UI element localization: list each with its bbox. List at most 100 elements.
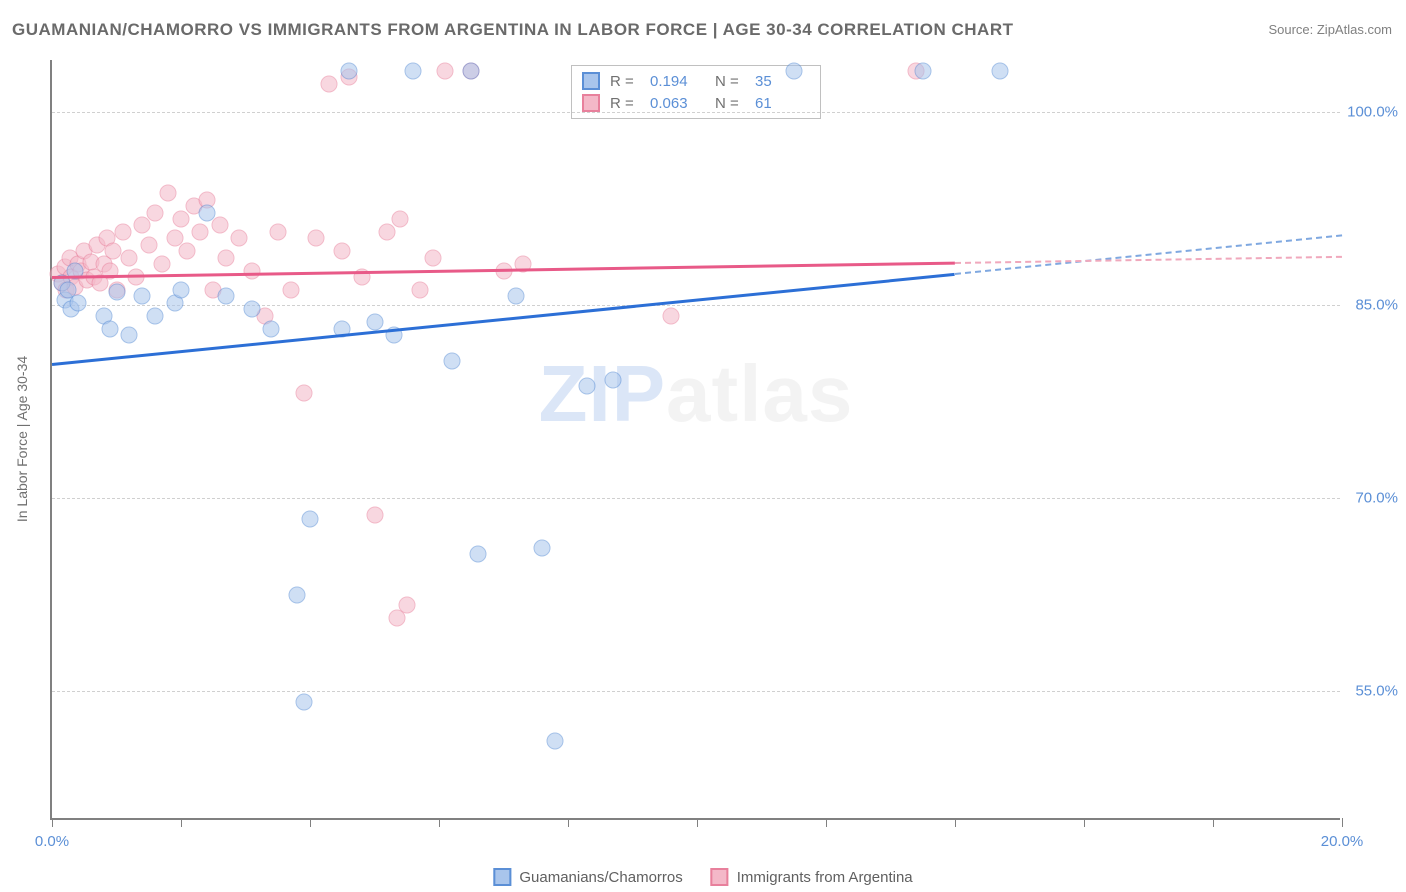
scatter-point bbox=[463, 62, 480, 79]
scatter-point bbox=[289, 587, 306, 604]
watermark-zip: ZIP bbox=[539, 349, 666, 438]
scatter-point bbox=[663, 307, 680, 324]
scatter-point bbox=[437, 62, 454, 79]
scatter-point bbox=[269, 223, 286, 240]
n-label: N = bbox=[715, 73, 745, 90]
scatter-point bbox=[105, 243, 122, 260]
xtick bbox=[568, 818, 569, 827]
xtick bbox=[181, 818, 182, 827]
scatter-point bbox=[147, 307, 164, 324]
ytick-label: 55.0% bbox=[1355, 683, 1398, 700]
xtick bbox=[955, 818, 956, 827]
watermark-atlas: atlas bbox=[666, 349, 853, 438]
gridline bbox=[52, 691, 1340, 692]
plot-area: In Labor Force | Age 30-34 ZIPatlas R = … bbox=[50, 60, 1340, 820]
scatter-point bbox=[340, 62, 357, 79]
scatter-point bbox=[405, 62, 422, 79]
scatter-point bbox=[547, 732, 564, 749]
scatter-point bbox=[211, 217, 228, 234]
r-label: R = bbox=[610, 73, 640, 90]
scatter-point bbox=[69, 294, 86, 311]
xtick bbox=[1213, 818, 1214, 827]
scatter-point bbox=[308, 230, 325, 247]
r-value-1: 0.194 bbox=[650, 73, 705, 90]
swatch-series-2 bbox=[582, 94, 600, 112]
trend-line bbox=[955, 256, 1342, 264]
xtick bbox=[826, 818, 827, 827]
xtick bbox=[1084, 818, 1085, 827]
y-axis-label: In Labor Force | Age 30-34 bbox=[14, 356, 30, 522]
scatter-point bbox=[392, 211, 409, 228]
r-label: R = bbox=[610, 95, 640, 112]
n-value-2: 61 bbox=[755, 95, 810, 112]
n-label: N = bbox=[715, 95, 745, 112]
xtick bbox=[1342, 818, 1343, 827]
scatter-point bbox=[992, 62, 1009, 79]
scatter-point bbox=[231, 230, 248, 247]
scatter-point bbox=[192, 223, 209, 240]
legend-swatch-2 bbox=[711, 868, 729, 886]
scatter-point bbox=[108, 284, 125, 301]
xtick bbox=[310, 818, 311, 827]
gridline bbox=[52, 498, 1340, 499]
scatter-point bbox=[334, 243, 351, 260]
xtick-label: 0.0% bbox=[35, 833, 69, 850]
scatter-point bbox=[140, 236, 157, 253]
scatter-point bbox=[469, 545, 486, 562]
scatter-point bbox=[153, 256, 170, 273]
xtick bbox=[439, 818, 440, 827]
scatter-point bbox=[218, 249, 235, 266]
scatter-point bbox=[173, 281, 190, 298]
scatter-point bbox=[198, 204, 215, 221]
chart-title: GUAMANIAN/CHAMORRO VS IMMIGRANTS FROM AR… bbox=[12, 20, 1014, 40]
scatter-point bbox=[424, 249, 441, 266]
scatter-point bbox=[366, 507, 383, 524]
scatter-point bbox=[121, 249, 138, 266]
gridline bbox=[52, 112, 1340, 113]
scatter-point bbox=[114, 223, 131, 240]
scatter-point bbox=[579, 378, 596, 395]
scatter-point bbox=[785, 62, 802, 79]
legend-swatch-1 bbox=[493, 868, 511, 886]
scatter-point bbox=[243, 301, 260, 318]
r-value-2: 0.063 bbox=[650, 95, 705, 112]
info-row-series-1: R = 0.194 N = 35 bbox=[582, 70, 810, 92]
scatter-point bbox=[263, 320, 280, 337]
scatter-point bbox=[295, 694, 312, 711]
swatch-series-1 bbox=[582, 72, 600, 90]
scatter-point bbox=[102, 320, 119, 337]
chart-container: GUAMANIAN/CHAMORRO VS IMMIGRANTS FROM AR… bbox=[0, 0, 1406, 892]
xtick bbox=[52, 818, 53, 827]
legend-label-1: Guamanians/Chamorros bbox=[519, 869, 682, 886]
n-value-1: 35 bbox=[755, 73, 810, 90]
trend-line bbox=[955, 234, 1342, 275]
scatter-point bbox=[366, 314, 383, 331]
scatter-point bbox=[534, 539, 551, 556]
scatter-point bbox=[173, 211, 190, 228]
scatter-point bbox=[379, 223, 396, 240]
scatter-point bbox=[134, 288, 151, 305]
scatter-point bbox=[508, 288, 525, 305]
xtick bbox=[697, 818, 698, 827]
scatter-point bbox=[160, 185, 177, 202]
scatter-point bbox=[134, 217, 151, 234]
scatter-point bbox=[243, 262, 260, 279]
scatter-point bbox=[914, 62, 931, 79]
scatter-point bbox=[411, 281, 428, 298]
scatter-point bbox=[398, 597, 415, 614]
scatter-point bbox=[302, 511, 319, 528]
legend-item-1: Guamanians/Chamorros bbox=[493, 868, 682, 886]
legend-label-2: Immigrants from Argentina bbox=[737, 869, 913, 886]
scatter-point bbox=[121, 326, 138, 343]
scatter-point bbox=[295, 384, 312, 401]
scatter-point bbox=[282, 281, 299, 298]
legend: Guamanians/Chamorros Immigrants from Arg… bbox=[493, 868, 912, 886]
ytick-label: 70.0% bbox=[1355, 489, 1398, 506]
xtick-label: 20.0% bbox=[1321, 833, 1364, 850]
scatter-point bbox=[179, 243, 196, 260]
ytick-label: 100.0% bbox=[1347, 103, 1398, 120]
scatter-point bbox=[443, 352, 460, 369]
source-attribution: Source: ZipAtlas.com bbox=[1268, 22, 1392, 37]
scatter-point bbox=[147, 204, 164, 221]
scatter-point bbox=[605, 372, 622, 389]
